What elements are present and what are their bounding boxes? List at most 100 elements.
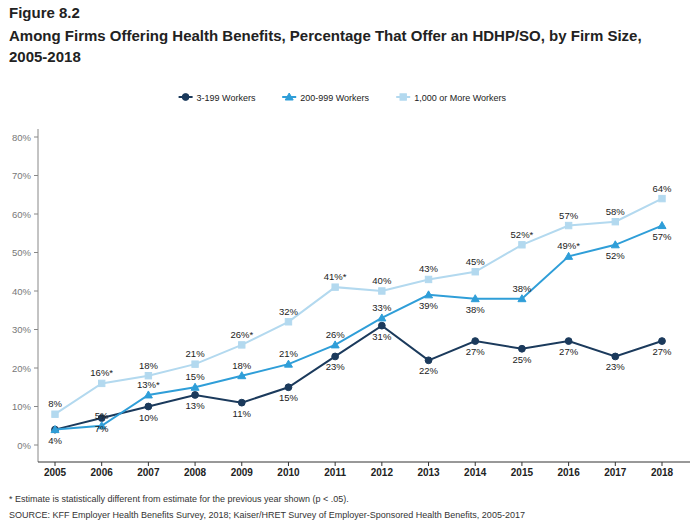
marker	[284, 360, 292, 367]
x-tick	[381, 462, 382, 466]
data-label: 15%	[186, 371, 206, 382]
legend-marker	[182, 94, 189, 101]
data-label: 49%*	[557, 240, 580, 251]
y-tick	[34, 329, 38, 330]
marker	[332, 284, 338, 290]
data-label: 38%	[466, 304, 486, 315]
data-label: 15%	[279, 392, 299, 403]
marker	[285, 319, 291, 325]
data-label: 10%	[139, 412, 159, 423]
data-label: 52%*	[511, 229, 534, 240]
y-tick-label: 50%	[12, 247, 32, 258]
data-label: 23%	[606, 361, 626, 372]
x-tick-label: 2012	[371, 467, 394, 478]
data-label: 52%	[606, 250, 626, 261]
data-label: 64%	[652, 183, 672, 194]
x-tick-label: 2005	[44, 467, 67, 478]
data-label: 5%	[95, 410, 109, 421]
x-tick	[288, 462, 289, 466]
x-tick	[662, 462, 663, 466]
marker	[379, 288, 385, 294]
data-label: 45%	[466, 256, 486, 267]
y-tick	[34, 214, 38, 215]
marker	[612, 219, 618, 225]
data-label: 27%	[559, 346, 579, 357]
marker	[565, 338, 572, 345]
data-label: 27%	[652, 346, 672, 357]
marker	[611, 241, 619, 248]
marker	[192, 392, 199, 399]
legend: 3-199 Workers 200-999 Workers 1,000 or Mor…	[179, 93, 507, 103]
data-label: 32%	[279, 306, 299, 317]
marker	[425, 276, 431, 282]
marker	[145, 403, 152, 410]
marker	[98, 380, 104, 386]
x-tick	[335, 462, 336, 466]
x-tick-label: 2018	[651, 467, 674, 478]
marker	[145, 373, 151, 379]
data-label: 18%	[139, 360, 159, 371]
marker	[425, 357, 432, 364]
data-label: 7%	[95, 423, 109, 434]
marker	[238, 399, 245, 406]
marker	[518, 295, 526, 302]
x-tick-label: 2013	[417, 467, 440, 478]
y-tick-label: 40%	[12, 286, 32, 297]
legend-label: 3-199 Workers	[197, 93, 256, 103]
marker	[52, 426, 59, 433]
data-label: 4%	[48, 435, 62, 446]
y-tick-label: 30%	[12, 324, 32, 335]
x-tick	[55, 462, 56, 466]
data-label: 23%	[326, 361, 346, 372]
data-label: 16%*	[90, 367, 113, 378]
plot-area	[51, 195, 666, 433]
legend-marker	[400, 94, 406, 100]
x-tick	[241, 462, 242, 466]
data-label: 57%	[652, 231, 672, 242]
x-tick-label: 2008	[184, 467, 207, 478]
legend-label: 200-999 Workers	[300, 93, 369, 103]
annotation: * Estimate is statistically different fr…	[9, 494, 349, 504]
data-label: 22%	[419, 365, 439, 376]
x-tick	[615, 462, 616, 466]
marker	[285, 384, 292, 391]
marker	[144, 391, 152, 398]
y-tick-label: 80%	[12, 132, 32, 143]
marker	[378, 314, 386, 321]
marker	[52, 411, 58, 417]
marker	[472, 338, 479, 345]
x-tick-label: 2014	[464, 467, 487, 478]
data-label: 27%	[466, 346, 486, 357]
y-tick	[34, 406, 38, 407]
legend-label: 1,000 or More Workers	[414, 93, 506, 103]
data-label: 58%	[606, 206, 626, 217]
data-label: 39%	[419, 300, 439, 311]
marker	[472, 269, 478, 275]
y-tick-label: 0%	[17, 440, 31, 451]
x-tick-label: 2010	[277, 467, 300, 478]
series-line	[55, 326, 662, 430]
marker	[238, 372, 246, 379]
data-labels: 4%7%10%13%11%15%23%31%22%27%25%27%23%27%…	[48, 183, 672, 446]
y-tick	[34, 175, 38, 176]
y-tick	[34, 291, 38, 292]
marker	[378, 322, 385, 329]
data-label: 13%*	[137, 379, 160, 390]
data-label: 8%	[48, 398, 62, 409]
x-axis	[38, 462, 690, 463]
y-tick-label: 20%	[12, 363, 32, 374]
y-tick-label: 60%	[12, 209, 32, 220]
data-label: 40%	[372, 275, 392, 286]
data-label: 11%	[233, 408, 252, 419]
x-tick	[428, 462, 429, 466]
series-line	[55, 199, 662, 415]
annotation: SOURCE: KFF Employer Health Benefits Sur…	[9, 510, 525, 520]
y-tick	[34, 445, 38, 446]
chart: 0%10%20%30%40%50%60%70%80%20052006200720…	[0, 0, 698, 525]
x-tick-label: 2007	[137, 467, 160, 478]
marker	[612, 353, 619, 360]
y-tick	[34, 368, 38, 369]
series-line	[55, 226, 662, 430]
x-tick-label: 2011	[324, 467, 346, 478]
x-tick	[475, 462, 476, 466]
